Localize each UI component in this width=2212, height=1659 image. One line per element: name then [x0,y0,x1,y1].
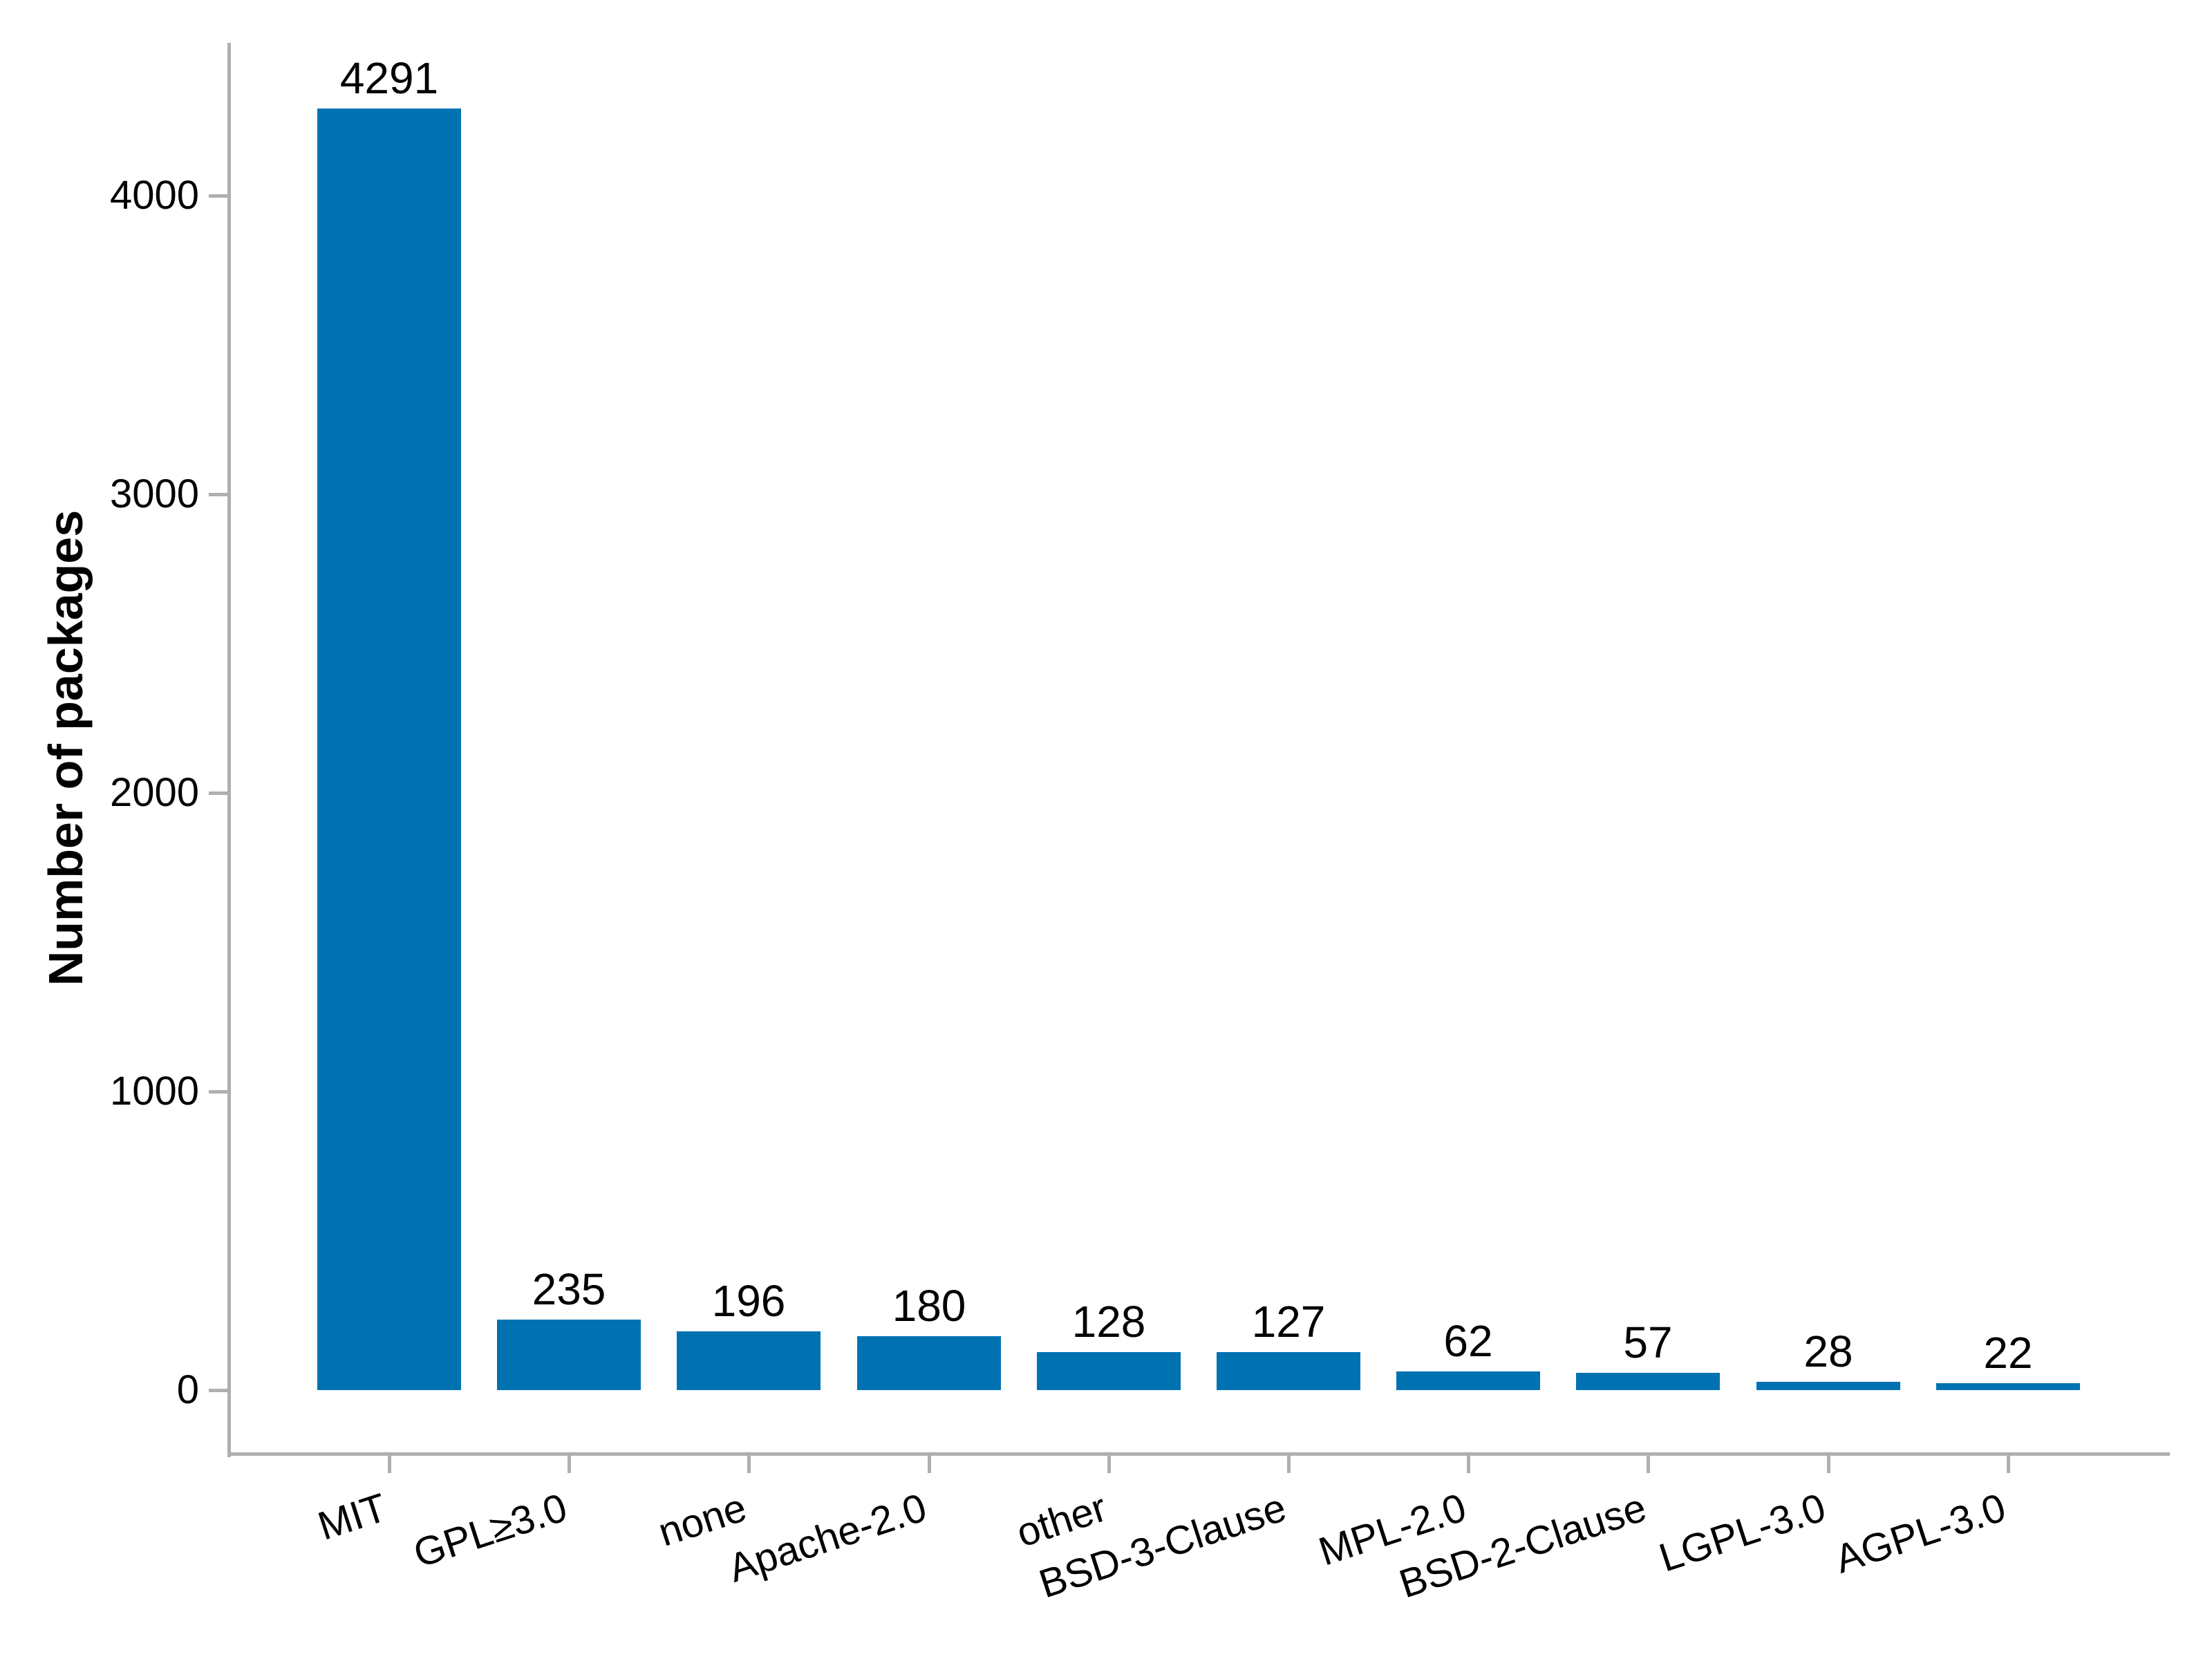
bar [857,1336,1001,1390]
bar-value-label: 127 [1251,1297,1326,1347]
bar [1037,1352,1181,1390]
y-axis-title: Number of packages [39,509,93,986]
x-tick [1287,1454,1291,1473]
bar-value-label: 22 [1983,1328,2033,1378]
x-tick [2006,1454,2010,1473]
y-tick-label: 4000 [109,173,199,218]
x-tick [747,1454,751,1473]
bar [497,1320,641,1390]
x-tick [568,1454,572,1473]
x-tick [1467,1454,1471,1473]
x-axis-line [227,1452,2170,1456]
y-tick [209,791,227,795]
x-tick-label: MIT [312,1485,393,1549]
x-tick [1107,1454,1111,1473]
x-tick [927,1454,931,1473]
y-tick [209,1389,227,1392]
x-tick-label: AGPL-3.0 [1829,1485,2012,1582]
bar-value-label: 180 [892,1281,966,1331]
bar [1396,1371,1540,1390]
y-tick-label: 2000 [109,770,199,815]
bar-value-label: 128 [1071,1297,1146,1347]
bar-value-label: 57 [1623,1318,1673,1367]
x-tick [388,1454,391,1473]
x-tick [1826,1454,1830,1473]
y-tick-label: 1000 [109,1069,199,1114]
bar [1936,1383,2080,1390]
bar-value-label: 62 [1443,1316,1493,1366]
bar-value-label: 235 [532,1264,606,1314]
bar-value-label: 196 [711,1276,786,1326]
bar-value-label: 4291 [339,53,439,103]
y-tick [209,194,227,198]
bar [677,1331,821,1390]
bar [317,109,461,1390]
y-tick-label: 3000 [109,471,199,516]
x-tick-label: GPL≥3.0 [408,1485,572,1577]
bar [1217,1352,1360,1390]
y-tick [209,1090,227,1094]
bar-value-label: 28 [1803,1327,1853,1376]
x-tick [1647,1454,1651,1473]
x-tick-label: Apache-2.0 [722,1485,932,1591]
bar [1756,1382,1900,1390]
y-tick [209,493,227,496]
bar [1576,1373,1720,1390]
y-tick-label: 0 [176,1367,199,1412]
y-axis-line [227,43,231,1457]
x-tick-label: LGPL-3.0 [1653,1485,1832,1581]
